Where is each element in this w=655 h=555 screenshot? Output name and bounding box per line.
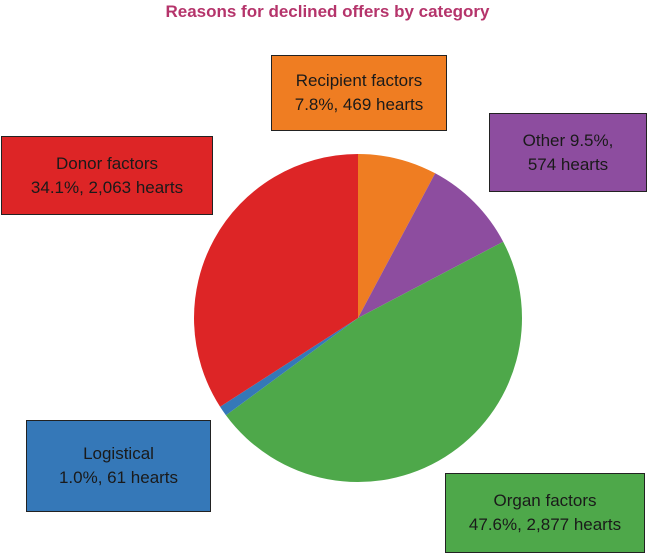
pie-slice-recipient	[358, 154, 436, 318]
label-other: Other 9.5%, 574 hearts	[489, 113, 647, 192]
label-other-title: Other 9.5%,	[522, 130, 614, 150]
pie-slice-organ	[225, 241, 522, 483]
label-donor-title: Donor factors	[55, 153, 159, 173]
label-donor-factors: Donor factors 34.1%, 2,063 hearts	[1, 136, 213, 215]
pie-slice-other	[358, 173, 504, 318]
label-donor-value: 34.1%, 2,063 hearts	[30, 177, 184, 197]
label-recipient-factors: Recipient factors 7.8%, 469 hearts	[271, 55, 447, 131]
label-logistical: Logistical 1.0%, 61 hearts	[26, 420, 211, 512]
label-recipient-value: 7.8%, 469 hearts	[294, 95, 424, 114]
label-recipient-title: Recipient factors	[295, 71, 423, 90]
label-logistical-value: 1.0%, 61 hearts	[58, 468, 179, 487]
pie-slice-logistical	[220, 318, 358, 416]
pie-slice-donor	[194, 154, 358, 407]
label-logistical-title: Logistical	[83, 444, 154, 463]
label-organ-title: Organ factors	[493, 491, 597, 510]
label-organ-value: 47.6%, 2,877 hearts	[468, 515, 622, 534]
label-other-value: 574 hearts	[527, 154, 609, 174]
label-organ-factors: Organ factors 47.6%, 2,877 hearts	[445, 473, 645, 553]
chart-title: Reasons for declined offers by category	[165, 2, 490, 21]
